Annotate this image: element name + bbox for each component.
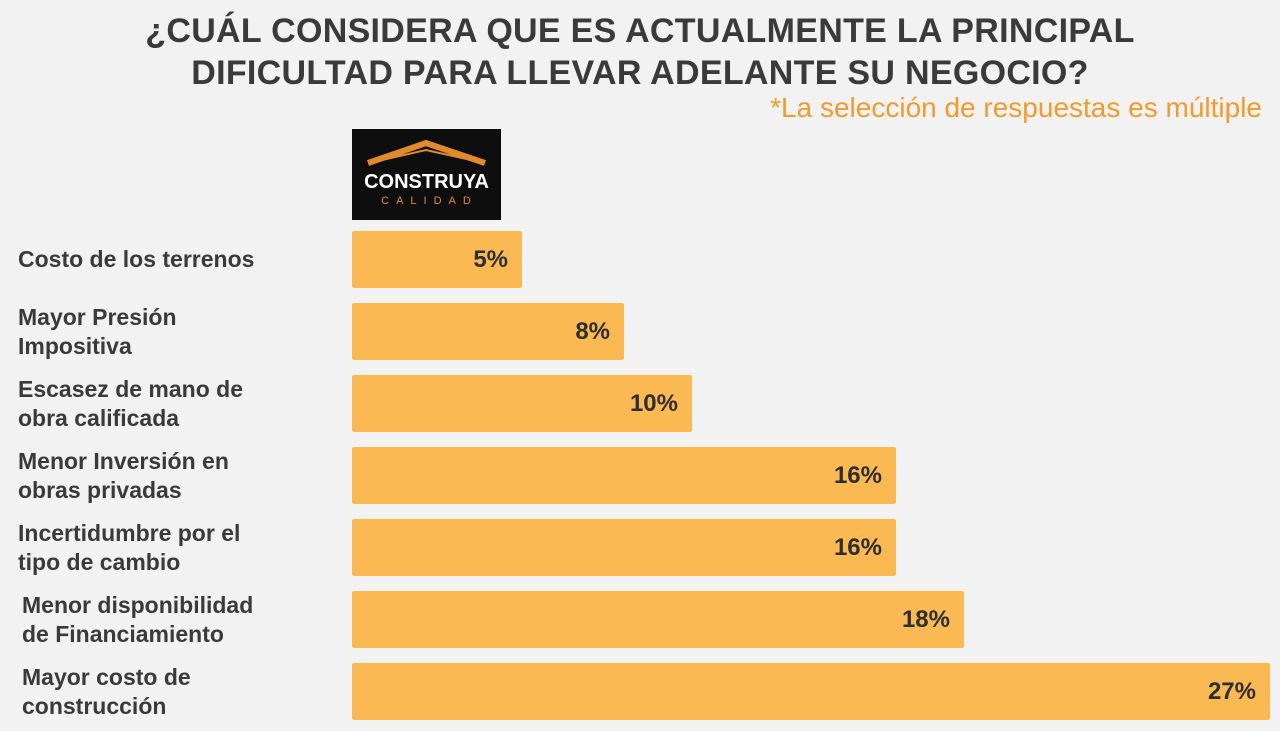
logo-name: CONSTRUYA	[364, 171, 489, 193]
bar-value-label: 10%	[629, 390, 678, 417]
category-label: Incertidumbre por el tipo de cambio	[18, 519, 241, 575]
roof-icon	[367, 139, 486, 166]
logo: CONSTRUYA CALIDAD	[352, 129, 501, 220]
bar-value-label: 8%	[575, 318, 610, 345]
category-label: Mayor Presión Impositiva	[18, 303, 177, 359]
bar-value-label: 16%	[833, 534, 882, 561]
bar-value-label: 27%	[1207, 678, 1256, 705]
category-label: Escasez de mano de obra calificada	[18, 375, 243, 431]
category-label: Menor disponibilidad de Financiamiento	[22, 591, 254, 647]
category-label: Menor Inversión en obras privadas	[18, 447, 229, 503]
chart-subtitle: *La selección de respuestas es múltiple	[770, 92, 1262, 123]
bar-value-label: 16%	[833, 462, 882, 489]
bar	[352, 375, 692, 432]
logo-tagline: CALIDAD	[381, 195, 478, 207]
bar-value-label: 18%	[901, 606, 950, 633]
bar	[352, 591, 964, 648]
category-label: Mayor costo de construcción	[22, 663, 191, 719]
chart-title: ¿CUÁL CONSIDERA QUE ES ACTUALMENTE LA PR…	[145, 12, 1135, 92]
bar-value-label: 5%	[473, 246, 508, 273]
category-label: Costo de los terrenos	[18, 246, 255, 272]
bar	[352, 231, 522, 288]
bar	[352, 303, 624, 360]
bar	[352, 447, 896, 504]
bar	[352, 519, 896, 576]
bar	[352, 663, 1270, 720]
